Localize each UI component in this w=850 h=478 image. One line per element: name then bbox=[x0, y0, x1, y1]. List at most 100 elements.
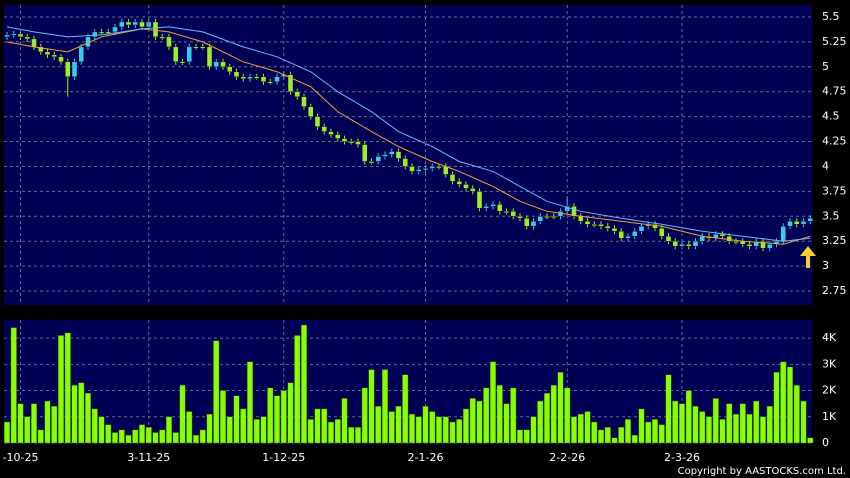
x-tick-label: 2-2-26 bbox=[549, 451, 585, 464]
volume-bar bbox=[415, 416, 422, 444]
candle-body bbox=[186, 46, 192, 63]
candle-body bbox=[92, 31, 98, 38]
volume-bar bbox=[348, 427, 355, 444]
candle-body bbox=[598, 224, 604, 227]
candle-body bbox=[206, 46, 213, 67]
candle-body bbox=[308, 106, 314, 117]
candle-body bbox=[119, 21, 125, 28]
candle-body bbox=[571, 206, 577, 217]
candle-body bbox=[98, 31, 105, 34]
volume-bar bbox=[510, 387, 517, 444]
volume-bar bbox=[523, 429, 530, 444]
volume-bar bbox=[294, 335, 301, 444]
volume-bar bbox=[24, 416, 31, 444]
volume-bar bbox=[341, 398, 348, 444]
volume-bar bbox=[361, 387, 368, 444]
volume-bar bbox=[672, 400, 679, 444]
volume-bar bbox=[132, 429, 139, 444]
candle-body bbox=[456, 181, 462, 185]
volume-bar bbox=[105, 424, 112, 444]
candle-body bbox=[362, 144, 368, 162]
candle-body bbox=[584, 221, 591, 225]
volume-bar bbox=[618, 427, 625, 444]
x-tick-label: 2-3-26 bbox=[664, 451, 700, 464]
candle-body bbox=[44, 51, 51, 56]
plot-layer: 2.75 3 3.25 3.5 3.75 4 4.25 4.5 4.75 5 5.25 5.5 0 1K 2… bbox=[3, 5, 847, 464]
candle-body bbox=[179, 61, 186, 64]
volume-bar bbox=[463, 408, 470, 444]
y-tick-label: 5 bbox=[822, 60, 829, 73]
volume-bar bbox=[37, 429, 44, 444]
volume-bar bbox=[604, 427, 611, 444]
volume-bar bbox=[429, 411, 436, 444]
candle-body bbox=[416, 169, 422, 172]
volume-bar bbox=[199, 429, 206, 444]
volume-bar bbox=[685, 390, 692, 444]
candle-body bbox=[638, 226, 645, 232]
volume-bar bbox=[793, 385, 800, 444]
volume-bar bbox=[584, 411, 591, 444]
candle-body bbox=[787, 221, 793, 227]
candle-body bbox=[200, 46, 206, 49]
volume-bar bbox=[496, 385, 503, 444]
candle-body bbox=[341, 138, 348, 142]
y-tick-label: 4 bbox=[822, 159, 829, 172]
candle-body bbox=[719, 234, 726, 237]
x-tick-label: 3-11-25 bbox=[127, 451, 170, 464]
candle-body bbox=[767, 244, 773, 249]
candle-body bbox=[301, 96, 307, 107]
candle-body bbox=[287, 74, 294, 92]
candle-body bbox=[260, 76, 267, 82]
candle-body bbox=[625, 236, 631, 239]
candle-body bbox=[800, 221, 807, 225]
x-tick-label: -10-25 bbox=[3, 451, 39, 464]
candle-body bbox=[395, 151, 402, 159]
volume-bar bbox=[706, 416, 713, 444]
y-tick-label: 3.25 bbox=[822, 234, 847, 247]
candle-body bbox=[328, 131, 334, 135]
volume-bar bbox=[631, 434, 638, 444]
volume-bar bbox=[145, 427, 152, 444]
candle-body bbox=[503, 211, 510, 214]
volume-bar bbox=[402, 374, 409, 444]
volume-bar bbox=[544, 392, 551, 444]
volume-bar bbox=[469, 398, 476, 444]
volume-bar bbox=[31, 403, 38, 444]
candle-body bbox=[578, 216, 584, 222]
volume-bar bbox=[638, 408, 645, 444]
candle-body bbox=[65, 61, 71, 77]
candle-body bbox=[470, 188, 476, 192]
candle-body bbox=[31, 38, 37, 48]
candle-body bbox=[497, 204, 503, 212]
volume-bar bbox=[152, 432, 159, 444]
candle-body bbox=[665, 236, 672, 242]
volume-bar bbox=[780, 361, 787, 444]
candle-body bbox=[227, 66, 233, 72]
candle-body bbox=[537, 216, 543, 222]
candle-body bbox=[125, 21, 132, 26]
candle-body bbox=[794, 221, 800, 225]
candle-body bbox=[247, 76, 253, 79]
candle-body bbox=[611, 228, 618, 232]
volume-bar bbox=[17, 403, 24, 444]
candle-body bbox=[11, 33, 17, 36]
volume-bar bbox=[665, 374, 672, 444]
candle-body bbox=[254, 76, 260, 79]
volume-bar bbox=[537, 400, 544, 444]
volume-bar bbox=[253, 419, 260, 444]
volume-bar bbox=[800, 400, 807, 444]
volume-bar bbox=[456, 419, 463, 444]
volume-bar bbox=[483, 387, 490, 444]
volume-bar bbox=[206, 413, 213, 444]
volume-bar bbox=[382, 369, 389, 444]
candle-body bbox=[753, 241, 759, 247]
volume-bar bbox=[172, 432, 179, 444]
volume-bar bbox=[388, 411, 395, 444]
volume-bar bbox=[179, 385, 186, 444]
volume-bar bbox=[598, 429, 605, 444]
candle-body bbox=[605, 226, 611, 229]
candle-body bbox=[335, 134, 341, 139]
candle-body bbox=[692, 241, 699, 247]
candle-body bbox=[58, 56, 64, 63]
volume-bar bbox=[395, 406, 402, 444]
